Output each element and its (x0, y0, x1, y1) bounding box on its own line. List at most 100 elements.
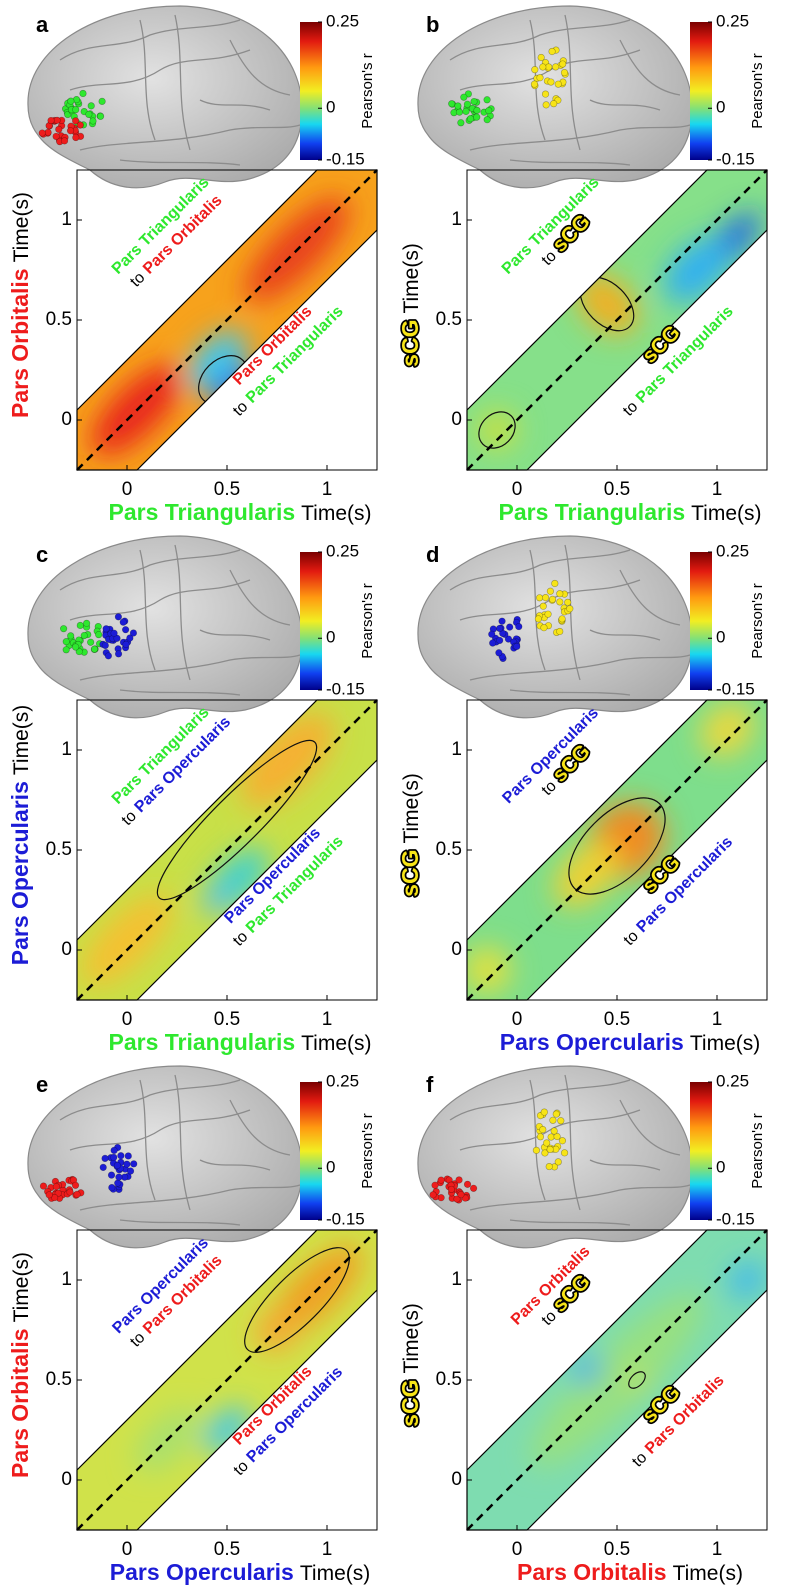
heatmap-blob (477, 410, 517, 450)
heatmap-blob (204, 1407, 250, 1453)
electrode (455, 108, 464, 116)
electrode (429, 1191, 437, 1199)
electrode (72, 117, 80, 125)
electrode (117, 1152, 125, 1160)
electrode (495, 649, 503, 657)
x-axis-region: Pars Opercularis (110, 1559, 294, 1585)
electrode (89, 117, 97, 125)
y-axis-region: sCG (397, 1380, 423, 1427)
contour (628, 1371, 646, 1389)
y-axis-title: Pars Opercularis Time(s) (7, 705, 33, 965)
y-axis-title: Pars Orbitalis Time(s) (7, 1252, 33, 1478)
brain-image (27, 535, 303, 719)
colorbar (690, 22, 712, 160)
heatmap-blob (202, 885, 232, 915)
electrode (45, 1191, 53, 1199)
brain-sulcus (229, 569, 291, 626)
electrode (515, 622, 523, 631)
y-axis-region: Pars Opercularis (7, 781, 33, 965)
electrode (462, 107, 470, 115)
electrode (123, 1160, 131, 1168)
electrode (87, 102, 95, 110)
electrode (541, 90, 550, 98)
x-tick-label: 1 (712, 1539, 723, 1560)
electrode (39, 1182, 48, 1190)
brain-sulcus (589, 1159, 661, 1171)
y-tick-label: 0 (61, 409, 72, 430)
y-tick-label: 0.5 (436, 309, 462, 330)
brain-sulcus (564, 1074, 581, 1211)
x-axis-unit: Time(s) (691, 502, 761, 525)
y-tick-label: 1 (451, 739, 462, 760)
brain-sulcus (619, 569, 681, 626)
y-axis-unit: Time(s) (10, 1252, 33, 1322)
electrode (554, 1158, 562, 1166)
electrode (540, 624, 548, 632)
y-tick-label: 1 (451, 209, 462, 230)
electrode (114, 650, 123, 658)
brain-sulcus (619, 1099, 681, 1156)
y-tick-label: 0.5 (436, 1369, 462, 1390)
heatmap-blob (467, 946, 511, 994)
brain-sulcus (469, 124, 691, 151)
electrode (499, 629, 507, 637)
y-axis-region: sCG (397, 320, 423, 367)
electrode (52, 132, 60, 141)
y-tick-label: 0.5 (46, 1369, 72, 1390)
brain-sulcus (529, 1079, 546, 1201)
electrode (460, 93, 468, 101)
brain-sulcus (119, 1219, 241, 1226)
x-axis-region: Pars Triangularis (498, 499, 685, 525)
electrode (554, 80, 562, 88)
brain-sulcus (174, 544, 191, 681)
y-tick-label: 1 (61, 209, 72, 230)
colorbar-tick-label: -0.15 (716, 149, 755, 168)
electrode (534, 615, 543, 623)
y-axis-unit: Time(s) (400, 1303, 423, 1373)
electrode (67, 97, 75, 105)
x-tick-label: 0.5 (214, 479, 240, 500)
colorbar-tick-label: -0.15 (326, 1209, 365, 1228)
heatmap-blob (625, 1368, 649, 1392)
brain-sulcus (59, 19, 241, 61)
x-tick-label: 0 (512, 1539, 523, 1560)
brain-sulcus (79, 124, 301, 151)
electrode (473, 106, 481, 114)
heatmap-blobs (81, 713, 334, 986)
electrode (566, 605, 574, 613)
electrode (470, 97, 478, 106)
electrode (552, 63, 560, 71)
electrode (102, 625, 110, 633)
electrode (75, 647, 83, 656)
colorbar (690, 552, 712, 690)
electrode (558, 615, 566, 623)
colorbar-tick-label: -0.15 (716, 1209, 755, 1228)
electrode (71, 1181, 80, 1189)
brain-sulcus (59, 1079, 241, 1121)
brain-sulcus (79, 1184, 301, 1211)
electrode (447, 1185, 456, 1194)
electrode (51, 1193, 59, 1202)
brain-outline (27, 5, 303, 189)
diagonal (76, 1229, 378, 1531)
colorbar-tick-label: -0.15 (326, 149, 365, 168)
y-axis-title: sCG Time(s) (397, 1303, 423, 1427)
electrode (504, 635, 513, 643)
electrode (540, 1108, 548, 1116)
y-axis-region: sCG (397, 850, 423, 897)
brain-sulcus (174, 14, 191, 151)
electrode (557, 1117, 565, 1125)
x-tick-label: 1 (322, 479, 333, 500)
electrode (38, 129, 46, 137)
electrode (553, 1132, 561, 1141)
electrode (110, 629, 118, 637)
brain-sulcus (589, 99, 661, 111)
electrode (539, 602, 547, 610)
electrode (549, 1116, 557, 1124)
y-axis-region: Pars Orbitalis (7, 268, 33, 418)
heatmap-blob (81, 894, 173, 986)
electrode (73, 1190, 81, 1199)
electrode (448, 100, 456, 108)
